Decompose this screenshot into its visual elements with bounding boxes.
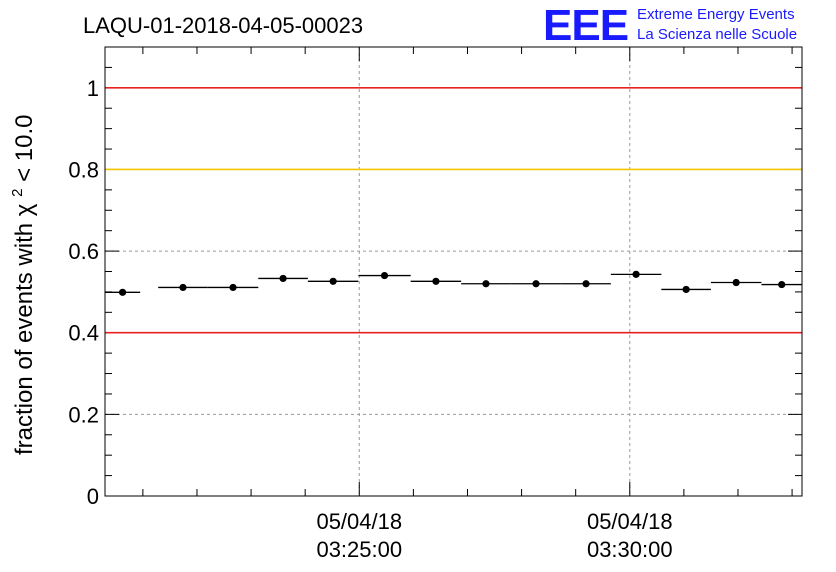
data-point <box>118 288 127 296</box>
y-axis-label-symbol: χ <box>11 203 38 216</box>
data-point <box>279 274 287 283</box>
x-tick-date: 05/04/18 <box>316 509 402 534</box>
y-axis-label-superscript: 2 <box>9 189 26 197</box>
y-tick-label: 0.2 <box>68 402 99 427</box>
logo-line-2: La Scienza nelle Scuole <box>637 26 797 43</box>
data-point <box>682 285 690 294</box>
data-point <box>179 283 187 292</box>
logo-letters: EEE <box>543 1 628 50</box>
data-point <box>482 280 490 288</box>
x-tick-time: 03:30:00 <box>587 537 673 562</box>
data-point <box>329 277 337 285</box>
data-point <box>778 280 786 289</box>
eee-logo: EEE Extreme Energy Events La Scienza nel… <box>543 1 797 50</box>
y-tick-label: 0.4 <box>68 321 99 346</box>
data-point <box>582 280 590 288</box>
x-tick-date: 05/04/18 <box>587 509 673 534</box>
y-axis-label-suffix: < 10.0 <box>11 115 38 182</box>
data-point <box>432 277 440 285</box>
y-tick-label: 0 <box>87 484 99 509</box>
y-tick-label: 0.8 <box>68 157 99 182</box>
data-point <box>732 278 740 287</box>
data-point <box>632 270 640 278</box>
y-tick-label: 1 <box>87 76 99 101</box>
x-tick-time: 03:25:00 <box>316 537 402 562</box>
data-point <box>380 271 389 280</box>
plot-frame <box>104 46 803 497</box>
y-axis-label-text: fraction of events with <box>11 223 38 455</box>
chart-title: LAQU-01-2018-04-05-00023 <box>83 13 363 38</box>
plot-area: 0 0.2 0.4 0.6 0.8 1 05/04/18 03:25:00 05/04/18 03… <box>68 46 803 562</box>
y-tick-label: 0.6 <box>68 239 99 264</box>
data-point <box>532 280 540 288</box>
data-point <box>229 283 237 292</box>
y-axis-label: fraction of events with χ 2 < 10.0 <box>1 115 38 456</box>
logo-line-1: Extreme Energy Events <box>637 6 795 23</box>
